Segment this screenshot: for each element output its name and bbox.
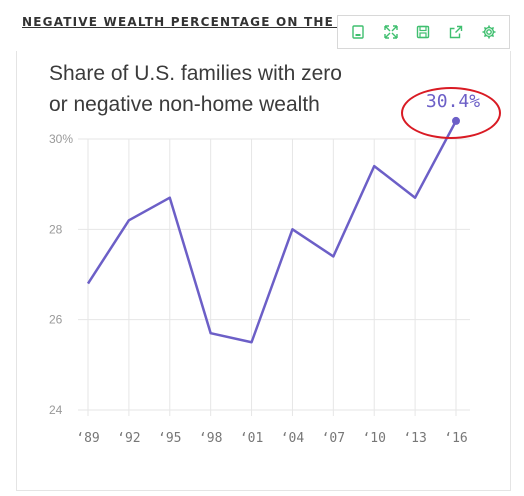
settings-button[interactable] (476, 19, 502, 45)
chart-card (16, 51, 511, 491)
page-heading: NEGATIVE WEALTH PERCENTAGE ON THE RISE (22, 15, 375, 29)
chart-title-line-1: Share of U.S. families with zero (49, 62, 342, 85)
annotation-highlight-circle (401, 87, 501, 139)
y-tick-label: 26 (49, 313, 63, 327)
x-tick-label: ‘89 (76, 431, 99, 446)
y-tick-label: 24 (49, 403, 63, 417)
chart-title: Share of U.S. families with zero or nega… (49, 58, 342, 120)
chart-title-line-2: or negative non-home wealth (49, 93, 320, 116)
fullscreen-button[interactable] (378, 19, 404, 45)
print-icon (352, 25, 364, 39)
print-button[interactable] (345, 19, 371, 45)
x-tick-label: ‘10 (362, 431, 385, 446)
x-tick-label: ‘07 (322, 431, 345, 446)
save-button[interactable] (410, 19, 436, 45)
fullscreen-icon (384, 25, 398, 39)
x-tick-label: ‘16 (444, 431, 467, 446)
x-tick-label: ‘13 (403, 431, 426, 446)
chart-toolbar (337, 15, 510, 49)
series-line (86, 120, 458, 344)
save-icon (417, 25, 430, 39)
x-tick-label: ‘95 (158, 431, 181, 446)
x-tick-label: ‘98 (199, 431, 222, 446)
x-tick-label: ‘92 (117, 431, 140, 446)
y-tick-label: 28 (49, 222, 63, 236)
x-tick-label: ‘01 (240, 431, 263, 446)
y-tick-label: 30% (49, 132, 73, 146)
settings-icon (482, 25, 496, 39)
share-button[interactable] (443, 19, 469, 45)
share-icon (449, 25, 463, 39)
x-tick-label: ‘04 (281, 431, 305, 446)
